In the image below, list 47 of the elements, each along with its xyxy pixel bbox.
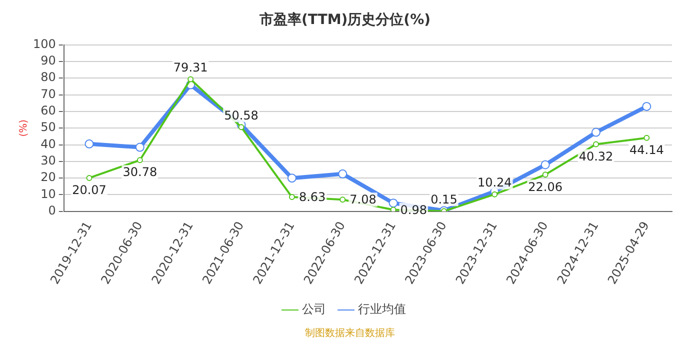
point — [592, 141, 599, 148]
data-label: 0.15 — [430, 192, 458, 206]
y-axis-title: (%) — [18, 119, 30, 137]
text: 制图数据来自数据库 — [304, 326, 396, 340]
data-label: 10.24 — [477, 175, 512, 190]
data-label: 20.07 — [72, 183, 106, 198]
point — [644, 134, 650, 141]
point — [338, 169, 348, 178]
point — [288, 194, 295, 200]
point — [136, 157, 143, 164]
point — [388, 198, 398, 208]
point — [540, 160, 550, 170]
point — [492, 191, 498, 198]
y-tick-label: 10 — [40, 186, 56, 201]
point — [84, 139, 94, 148]
point — [287, 174, 296, 183]
y-tick-label: 100 — [33, 36, 56, 51]
data-label: 79.31 — [173, 60, 208, 74]
point — [86, 174, 92, 181]
data-label: 50.58 — [224, 108, 258, 122]
y-tick-label: 20 — [40, 170, 56, 184]
y-tick-label: 40 — [40, 136, 56, 151]
point — [390, 206, 396, 212]
data-label: 7.08 — [350, 192, 376, 207]
data-label: 0.98 — [400, 202, 428, 217]
y-tick-label: 90 — [40, 54, 56, 68]
point — [642, 102, 652, 111]
point — [340, 196, 346, 203]
data-label: 8.63 — [298, 190, 326, 204]
y-tick-label: 60 — [40, 104, 56, 118]
point — [135, 142, 144, 152]
legend-label: 公司 — [302, 302, 326, 316]
y-tick-label: 50 — [40, 120, 56, 134]
data-label: 30.78 — [122, 165, 158, 180]
point — [591, 128, 600, 137]
y-tick-label: 80 — [40, 70, 56, 84]
point — [542, 172, 548, 178]
y-tick-label: 70 — [40, 86, 56, 101]
legend-label: 行业均值 — [358, 302, 406, 316]
data-label: 44.14 — [629, 142, 664, 157]
point — [238, 124, 244, 130]
data-label: 40.32 — [578, 149, 614, 164]
y-tick-label: 30 — [40, 154, 56, 168]
y-tick-label: 0 — [48, 204, 56, 218]
point — [188, 76, 194, 82]
data-label: 22.06 — [528, 180, 562, 194]
chart-title: 市盈率(TTM)历史分位(%) — [258, 11, 430, 28]
